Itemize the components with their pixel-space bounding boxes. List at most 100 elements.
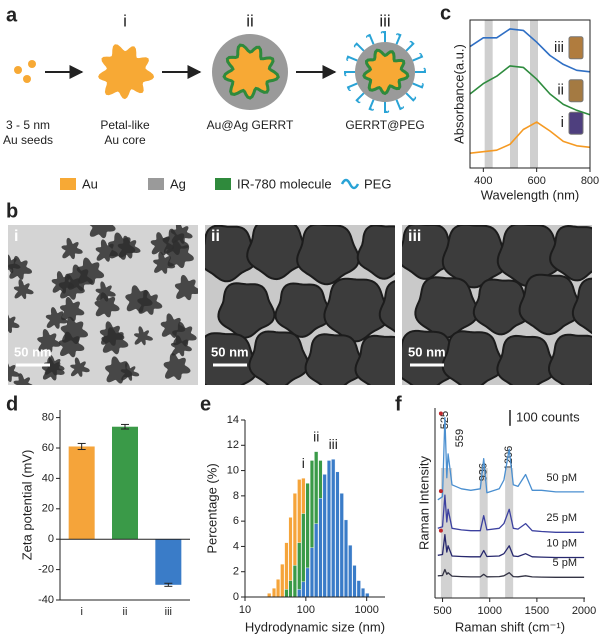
- particle: [496, 334, 557, 385]
- series-label: iii: [329, 436, 338, 452]
- particle: [101, 327, 129, 355]
- particle: [94, 292, 120, 318]
- x-tick-label: 1000: [477, 605, 501, 617]
- scale-label: 50 nm: [211, 344, 249, 359]
- particle: [60, 316, 88, 344]
- step-caption: Au seeds: [3, 133, 53, 147]
- peg-chain: [395, 99, 405, 111]
- x-tick-label: iii: [165, 606, 172, 618]
- error-bar: [77, 442, 86, 451]
- particle: [248, 330, 310, 385]
- histogram-bar: [356, 580, 361, 598]
- histogram-bar: [309, 547, 314, 598]
- legend-label: IR-780 molecule: [237, 176, 332, 191]
- series-line: [469, 121, 591, 154]
- particle: [134, 326, 153, 346]
- panel-letter: d: [6, 393, 18, 415]
- seed: [28, 60, 36, 68]
- x-tick-label: 10: [239, 604, 251, 616]
- x-tick-label: 1000: [354, 604, 378, 616]
- step-numeral: ii: [246, 11, 254, 30]
- histogram-bar: [276, 579, 281, 598]
- particle: [571, 277, 592, 335]
- particle: [296, 225, 360, 286]
- bar: [112, 426, 138, 540]
- tem-image: [205, 225, 395, 385]
- panel-letter: e: [200, 393, 211, 415]
- series-label: ii: [557, 82, 564, 99]
- vial: [568, 111, 584, 135]
- histogram-bar: [343, 519, 349, 598]
- y-tick-label: 40: [42, 472, 54, 484]
- particle: [108, 232, 136, 260]
- error-bar: [121, 423, 129, 430]
- step-caption: 3 - 5 nm: [6, 118, 50, 132]
- error-bar: [164, 582, 173, 587]
- scale-label: 50 nm: [14, 344, 52, 359]
- step-numeral: i: [123, 11, 127, 30]
- x-tick-label: 500: [433, 605, 451, 617]
- particle: [37, 329, 61, 353]
- axis-frame: [469, 19, 591, 169]
- particle: [217, 282, 276, 339]
- image-numeral: iii: [408, 228, 421, 245]
- particle: [60, 297, 85, 322]
- particle: [89, 225, 116, 239]
- peg-chain: [346, 55, 358, 62]
- step-caption: Au core: [104, 133, 146, 147]
- peak-star: [438, 411, 443, 416]
- x-axis-label: Raman shift (cm⁻¹): [455, 619, 565, 634]
- seed: [23, 75, 31, 83]
- bar: [155, 539, 182, 585]
- highlight-band: [510, 20, 518, 168]
- particle: [518, 273, 582, 336]
- series-label: i: [302, 455, 305, 471]
- particle: [160, 313, 186, 338]
- series-label: i: [561, 114, 564, 131]
- particle: [8, 314, 20, 333]
- x-tick-label: i: [80, 606, 82, 618]
- particle: [58, 273, 85, 300]
- y-tick-label: 10: [227, 464, 239, 476]
- histogram-bar: [331, 458, 336, 598]
- particle: [441, 330, 504, 385]
- y-tick-label: -40: [38, 594, 54, 606]
- peg-chain: [384, 102, 390, 114]
- y-tick-label: 60: [42, 442, 54, 454]
- step-numeral: iii: [379, 11, 390, 30]
- x-axis-label: Wavelength (nm): [481, 187, 580, 202]
- particle: [43, 354, 65, 376]
- scale-label: 50 nm: [408, 344, 446, 359]
- particle: [76, 257, 105, 285]
- x-tick-label: 2000: [572, 605, 596, 617]
- histogram-bar: [326, 460, 332, 598]
- au-core: [222, 43, 280, 100]
- histogram-bar: [272, 587, 277, 598]
- tem-image: [402, 225, 592, 385]
- histogram-bar: [297, 542, 302, 598]
- series-line: [469, 65, 591, 116]
- panel-letter: a: [6, 4, 18, 26]
- particle: [205, 225, 258, 283]
- x-tick-label: ii: [123, 606, 128, 618]
- step-caption: Petal-like: [100, 118, 150, 132]
- series-line: [437, 416, 585, 501]
- au-core: [362, 48, 410, 96]
- y-tick-label: 80: [42, 412, 54, 424]
- au-core: [98, 44, 155, 100]
- particle: [414, 276, 479, 339]
- histogram-bar: [284, 589, 289, 598]
- legend-swatch: [60, 178, 76, 190]
- particle: [472, 278, 532, 336]
- histogram-bar: [352, 565, 357, 598]
- x-tick-label: 400: [474, 175, 492, 187]
- y-tick-label: 4: [233, 540, 239, 552]
- peg-chain: [395, 33, 402, 45]
- seed: [14, 66, 22, 74]
- particle: [174, 274, 198, 301]
- histogram-bar: [339, 493, 344, 598]
- particle: [45, 307, 68, 329]
- particle: [402, 225, 456, 280]
- peak-label: 936: [478, 463, 490, 481]
- step-caption: GERRT@PEG: [345, 118, 424, 132]
